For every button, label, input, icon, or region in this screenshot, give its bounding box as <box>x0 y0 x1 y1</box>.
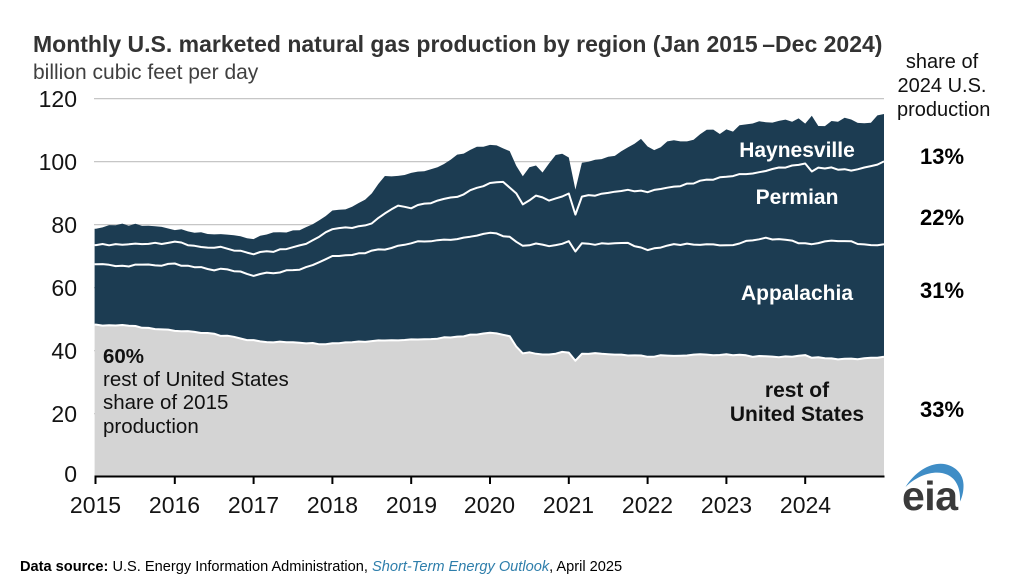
svg-text:eia: eia <box>902 473 959 519</box>
